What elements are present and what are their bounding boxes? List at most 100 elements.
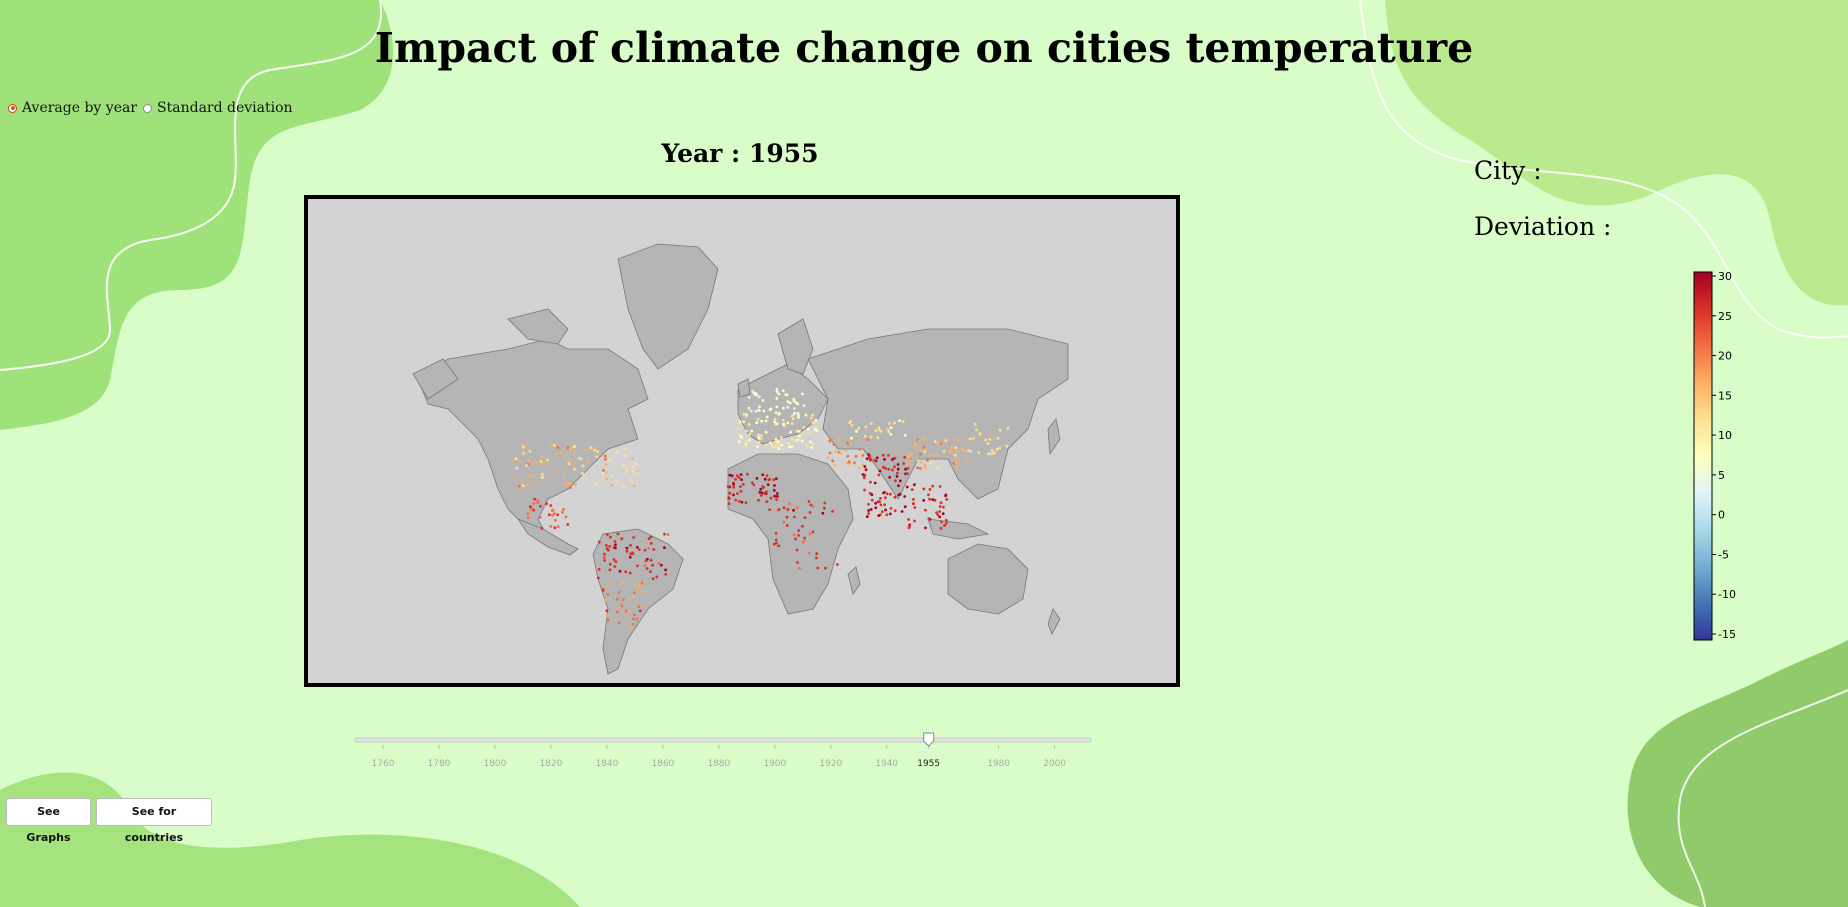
city-dot[interactable] xyxy=(811,413,814,417)
city-dot[interactable] xyxy=(613,540,617,543)
city-dot[interactable] xyxy=(631,622,635,626)
city-dot[interactable] xyxy=(882,491,885,495)
city-dot[interactable] xyxy=(751,481,754,485)
city-dot[interactable] xyxy=(651,577,655,580)
city-dot[interactable] xyxy=(782,520,786,524)
city-dot[interactable] xyxy=(928,497,931,501)
city-dot[interactable] xyxy=(883,503,886,507)
city-dot[interactable] xyxy=(998,428,1002,432)
city-dot[interactable] xyxy=(888,422,892,425)
city-dot[interactable] xyxy=(906,466,910,470)
city-dot[interactable] xyxy=(732,493,735,497)
city-dot[interactable] xyxy=(821,511,825,515)
city-dot[interactable] xyxy=(877,514,881,517)
city-dot[interactable] xyxy=(891,468,894,472)
city-dot[interactable] xyxy=(663,532,666,536)
city-dot[interactable] xyxy=(914,443,918,447)
city-dot[interactable] xyxy=(768,408,772,412)
city-dot[interactable] xyxy=(893,421,896,425)
city-dot[interactable] xyxy=(629,626,633,630)
city-dot[interactable] xyxy=(620,604,624,608)
city-dot[interactable] xyxy=(728,491,732,495)
city-dot[interactable] xyxy=(601,471,604,475)
city-dot[interactable] xyxy=(539,460,543,463)
city-dot[interactable] xyxy=(521,484,525,488)
city-dot[interactable] xyxy=(785,524,789,527)
city-dot[interactable] xyxy=(512,458,516,462)
city-dot[interactable] xyxy=(769,496,773,500)
city-dot[interactable] xyxy=(870,498,874,502)
city-dot[interactable] xyxy=(931,498,935,501)
city-dot[interactable] xyxy=(863,488,866,492)
city-dot[interactable] xyxy=(802,426,806,429)
city-dot[interactable] xyxy=(793,407,796,410)
city-dot[interactable] xyxy=(748,432,752,436)
city-dot[interactable] xyxy=(556,513,560,517)
city-dot[interactable] xyxy=(531,484,535,487)
city-dot[interactable] xyxy=(916,466,919,470)
city-dot[interactable] xyxy=(536,499,540,502)
city-dot[interactable] xyxy=(919,452,922,456)
city-dot[interactable] xyxy=(602,469,605,472)
city-dot[interactable] xyxy=(765,415,769,419)
city-dot[interactable] xyxy=(898,479,902,483)
city-dot[interactable] xyxy=(773,418,777,421)
city-dot[interactable] xyxy=(652,548,656,551)
city-dot[interactable] xyxy=(747,423,751,426)
city-dot[interactable] xyxy=(944,518,948,522)
city-dot[interactable] xyxy=(589,446,593,450)
city-dot[interactable] xyxy=(768,478,772,481)
city-dot[interactable] xyxy=(801,439,804,443)
city-dot[interactable] xyxy=(572,445,576,449)
city-dot[interactable] xyxy=(605,471,608,475)
city-dot[interactable] xyxy=(942,449,946,453)
city-dot[interactable] xyxy=(620,537,624,541)
city-dot[interactable] xyxy=(865,515,869,518)
city-dot[interactable] xyxy=(730,474,734,478)
city-dot[interactable] xyxy=(811,505,815,508)
city-dot[interactable] xyxy=(603,454,607,458)
city-dot[interactable] xyxy=(815,428,818,432)
world-map[interactable] xyxy=(308,199,1176,683)
city-dot[interactable] xyxy=(607,548,610,552)
city-dot[interactable] xyxy=(609,535,612,539)
city-dot[interactable] xyxy=(804,413,808,417)
city-dot[interactable] xyxy=(889,512,892,516)
city-dot[interactable] xyxy=(620,580,624,584)
city-dot[interactable] xyxy=(775,477,778,481)
city-dot[interactable] xyxy=(633,591,636,595)
city-dot[interactable] xyxy=(803,516,807,519)
city-dot[interactable] xyxy=(584,448,588,452)
city-dot[interactable] xyxy=(884,508,887,512)
city-dot[interactable] xyxy=(810,446,813,449)
city-dot[interactable] xyxy=(927,493,930,497)
city-dot[interactable] xyxy=(597,568,601,571)
city-dot[interactable] xyxy=(563,455,566,459)
city-dot[interactable] xyxy=(933,498,937,502)
city-dot[interactable] xyxy=(726,485,730,488)
city-dot[interactable] xyxy=(869,435,873,439)
city-dot[interactable] xyxy=(923,466,927,469)
city-dot[interactable] xyxy=(790,445,794,448)
city-dot[interactable] xyxy=(801,432,805,435)
city-dot[interactable] xyxy=(905,485,909,489)
city-dot[interactable] xyxy=(887,453,890,457)
city-dot[interactable] xyxy=(615,450,619,454)
city-dot[interactable] xyxy=(792,533,796,537)
city-dot[interactable] xyxy=(878,500,881,503)
city-dot[interactable] xyxy=(796,438,799,442)
city-dot[interactable] xyxy=(874,429,878,433)
city-dot[interactable] xyxy=(657,562,661,565)
city-dot[interactable] xyxy=(632,536,636,539)
city-dot[interactable] xyxy=(601,589,605,592)
city-dot[interactable] xyxy=(622,598,625,602)
city-dot[interactable] xyxy=(864,425,868,429)
city-dot[interactable] xyxy=(935,511,938,514)
city-dot[interactable] xyxy=(610,474,614,478)
city-dot[interactable] xyxy=(567,462,571,466)
city-dot[interactable] xyxy=(540,526,544,530)
city-dot[interactable] xyxy=(764,443,768,447)
city-dot[interactable] xyxy=(580,457,583,461)
city-dot[interactable] xyxy=(758,490,762,494)
city-dot[interactable] xyxy=(773,445,777,448)
